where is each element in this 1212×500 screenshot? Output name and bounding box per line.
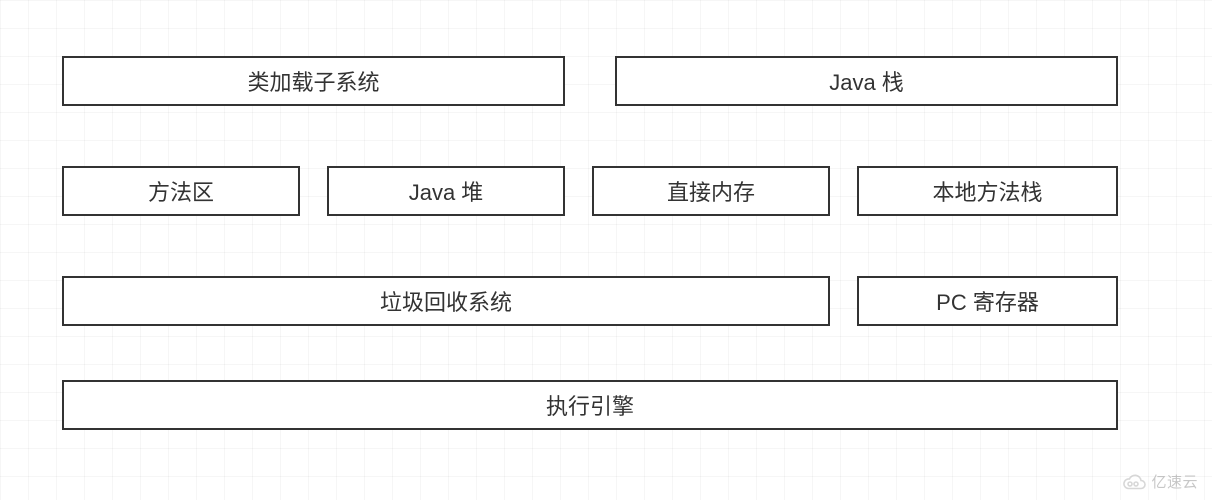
box-java-heap: Java 堆 [327,166,565,216]
box-label: 直接内存 [667,175,755,207]
box-label: Java 堆 [409,175,484,207]
box-direct-memory: 直接内存 [592,166,830,216]
box-label: 类加载子系统 [247,65,379,97]
cloud-icon [1121,473,1147,491]
box-label: 垃圾回收系统 [380,285,512,317]
box-label: Java 栈 [829,65,904,97]
watermark: 亿速云 [1121,471,1198,492]
jvm-architecture-diagram: 类加载子系统 Java 栈方法区 Java 堆 直接内存 本地方法栈垃圾回收系统 PC 寄… [0,0,1212,500]
box-native-stack: 本地方法栈 [857,166,1118,216]
box-class-loader: 类加载子系统 [62,56,565,106]
box-pc-register: PC 寄存器 [857,276,1118,326]
box-exec-engine: 执行引擎 [62,380,1118,430]
box-method-area: 方法区 [62,166,300,216]
box-label: 执行引擎 [546,389,634,421]
box-java-stack: Java 栈 [615,56,1118,106]
box-gc-system: 垃圾回收系统 [62,276,830,326]
watermark-text: 亿速云 [1151,471,1198,492]
box-label: 方法区 [148,175,214,207]
box-label: PC 寄存器 [936,285,1039,317]
box-label: 本地方法栈 [932,175,1042,207]
